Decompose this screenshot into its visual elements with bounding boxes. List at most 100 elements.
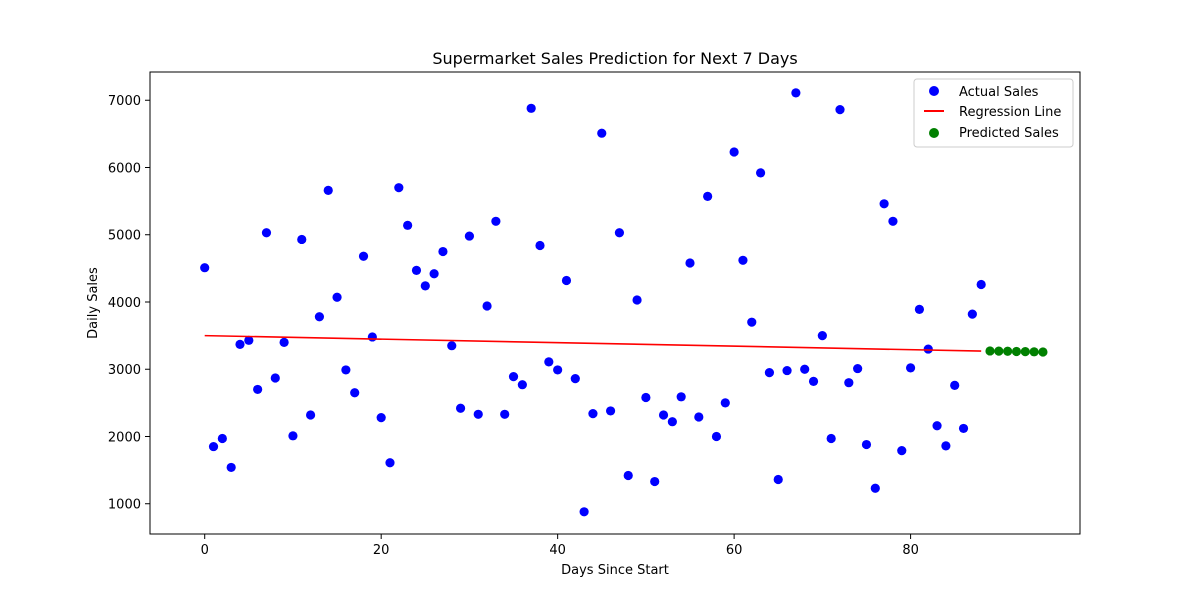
- actual-sales-point: [676, 392, 686, 402]
- actual-sales-point: [808, 376, 819, 386]
- actual-sales-point: [588, 409, 598, 419]
- actual-sales-point: [253, 384, 263, 395]
- actual-sales-point: [844, 378, 854, 388]
- actual-sales-point: [658, 410, 669, 420]
- actual-sales-point: [817, 331, 827, 341]
- predicted-sales-point: [1020, 347, 1030, 357]
- actual-sales-point: [447, 341, 457, 351]
- actual-sales-point: [341, 365, 351, 375]
- actual-sales-point: [455, 403, 466, 413]
- legend: Actual Sales Regression Line Predicted S…: [913, 78, 1074, 148]
- actual-sales-point: [826, 433, 836, 444]
- actual-sales-point: [711, 431, 722, 442]
- legend-box: [913, 78, 1074, 148]
- actual-sales-point: [694, 412, 704, 422]
- actual-sales-point: [570, 374, 580, 384]
- y-tick-label: 4000: [108, 296, 141, 311]
- actual-sales-point: [200, 263, 210, 273]
- actual-sales-point: [323, 185, 333, 195]
- actual-sales-point: [553, 365, 563, 375]
- actual-sales-point: [244, 335, 254, 345]
- y-axis: 1000 2000 3000 4000 5000 6000 7000: [108, 94, 150, 513]
- actual-sales-point: [967, 309, 977, 319]
- actual-sales-point: [217, 433, 227, 444]
- actual-sales-point: [747, 317, 757, 327]
- actual-sales-point: [861, 439, 872, 450]
- actual-sales-point: [411, 265, 422, 275]
- actual-sales-point: [703, 191, 713, 202]
- predicted-sales-point: [1011, 346, 1022, 357]
- actual-sales-point: [632, 295, 642, 305]
- actual-sales-point: [579, 507, 589, 517]
- actual-sales-point: [261, 228, 272, 238]
- y-tick-label: 6000: [108, 161, 141, 176]
- actual-sales-point: [376, 413, 386, 423]
- actual-sales-point: [835, 105, 845, 115]
- actual-sales-point: [755, 168, 766, 178]
- actual-sales-point: [438, 246, 448, 257]
- y-axis-label: Daily Sales: [86, 267, 101, 339]
- actual-sales-point: [314, 312, 325, 322]
- actual-sales-point: [976, 279, 986, 290]
- predicted-sales-point: [1038, 347, 1048, 357]
- actual-sales-point: [517, 380, 527, 390]
- actual-sales-point: [332, 292, 342, 302]
- predicted-sales-point: [994, 346, 1004, 356]
- actual-sales-point: [358, 251, 369, 261]
- actual-sales-point: [685, 258, 695, 268]
- x-tick-label: 80: [902, 543, 919, 558]
- x-axis-label: Days Since Start: [561, 563, 669, 578]
- actual-sales-point: [403, 220, 413, 230]
- chart-title: Supermarket Sales Prediction for Next 7 …: [432, 49, 797, 68]
- actual-sales-point: [561, 275, 572, 286]
- data-layer: [200, 88, 1048, 517]
- actual-sales-point: [870, 483, 880, 493]
- actual-sales-point: [305, 410, 316, 420]
- actual-sales-point: [385, 458, 395, 468]
- actual-sales-point: [394, 183, 404, 193]
- actual-sales-point: [482, 301, 492, 311]
- x-axis: 0 20 40 60 80: [201, 534, 919, 558]
- actual-sales-point: [491, 216, 501, 226]
- legend-marker-predicted-sales: [929, 128, 939, 138]
- y-tick-label: 5000: [108, 229, 141, 244]
- plot-area-frame: [149, 71, 1081, 535]
- actual-sales-point: [800, 364, 810, 374]
- x-tick-label: 40: [549, 543, 566, 558]
- actual-sales-point: [773, 474, 783, 485]
- predicted-sales-point: [1003, 346, 1013, 356]
- actual-sales-point: [226, 462, 236, 473]
- actual-sales-point: [888, 216, 898, 226]
- actual-sales-point: [764, 368, 775, 378]
- actual-sales-point: [641, 392, 651, 403]
- predicted-sales-point: [1029, 347, 1039, 357]
- y-tick-label: 2000: [108, 430, 141, 445]
- actual-sales-point: [950, 380, 960, 390]
- actual-sales-point: [958, 423, 969, 434]
- actual-sales-point: [350, 388, 360, 398]
- actual-sales-point: [914, 304, 925, 314]
- predicted-sales-point: [985, 346, 995, 356]
- legend-label-actual-sales: Actual Sales: [959, 85, 1039, 100]
- actual-sales-point: [729, 147, 739, 157]
- y-tick-label: 1000: [108, 498, 141, 513]
- actual-sales-point: [905, 363, 916, 373]
- legend-label-predicted-sales: Predicted Sales: [959, 126, 1059, 141]
- actual-sales-point: [614, 228, 625, 238]
- y-tick-label: 3000: [108, 363, 141, 378]
- actual-sales-point: [288, 431, 298, 441]
- actual-sales-point: [464, 231, 475, 241]
- x-tick-label: 60: [726, 543, 743, 558]
- actual-sales-point: [544, 357, 554, 367]
- actual-sales-point: [429, 269, 439, 279]
- actual-sales-point: [897, 446, 907, 456]
- y-tick-label: 7000: [108, 94, 141, 109]
- actual-sales-point: [853, 363, 863, 374]
- actual-sales-point: [367, 332, 377, 342]
- actual-sales-point: [297, 234, 307, 245]
- actual-sales-point: [650, 476, 660, 487]
- legend-marker-actual-sales: [929, 86, 939, 96]
- x-tick-label: 20: [373, 543, 390, 558]
